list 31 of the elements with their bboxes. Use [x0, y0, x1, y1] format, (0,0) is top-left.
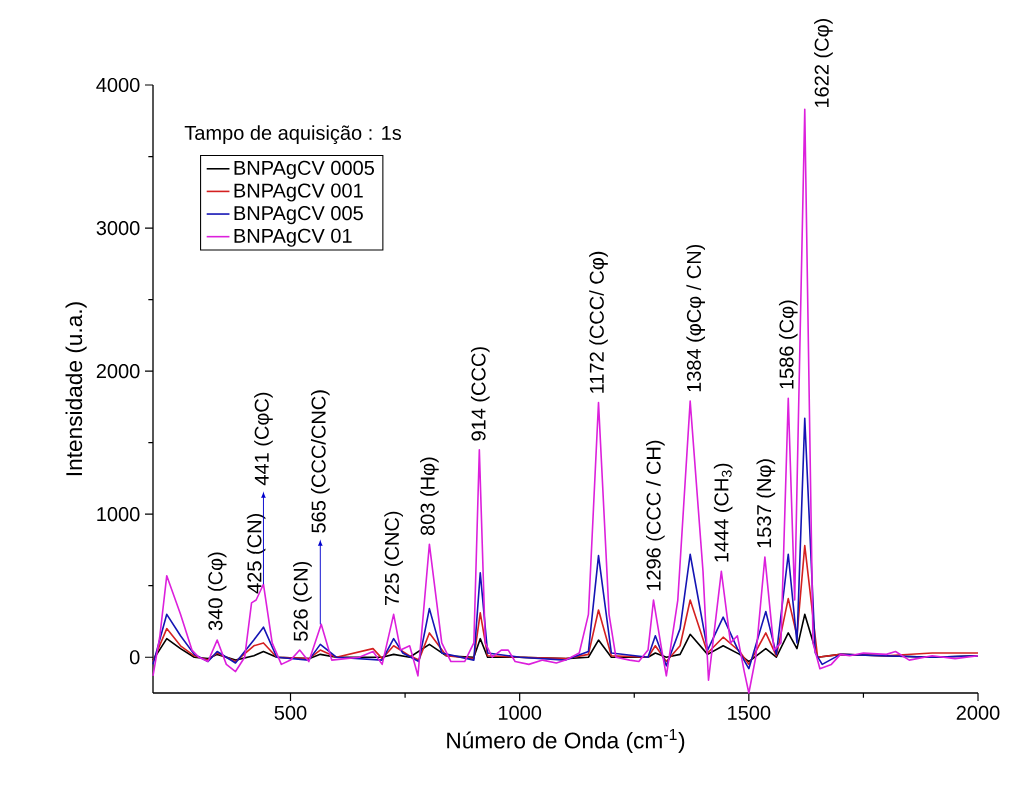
legend-label: BNPAgCV 001 [234, 183, 363, 202]
annotation: 565 (CCC/CNC) [310, 390, 330, 533]
annotation: 725 (CNC) [384, 511, 403, 606]
annotation: 1172 (CCC/ Cφ) [589, 251, 608, 393]
y-axis-title: Intensidade (u.a.) [65, 302, 87, 476]
annotation: 1296 (CCC / CH) [646, 440, 665, 591]
annotation: 1537 (Nφ) [756, 459, 776, 548]
x-tick-label: 2000 [956, 705, 1000, 720]
x-tick-label: 1500 [728, 705, 771, 720]
y-tick-label: 3000 [96, 220, 140, 236]
legend-label: BNPAgCV 005 [234, 206, 363, 225]
legend-label: BNPAgCV 0005 [234, 160, 374, 179]
x-tick-label: 1000 [498, 705, 542, 720]
annotation: 914 (CCC) [470, 347, 490, 441]
annotation: 1444 (CH$_{3}$) [713, 463, 733, 562]
annotation: 803 (Hφ) [420, 457, 439, 536]
annotation: 1622 (Cφ) [814, 19, 833, 108]
annotation: 441 (CφC) [254, 392, 273, 486]
annotation: 1586 (Cφ) [778, 300, 798, 389]
y-tick-label: 1000 [97, 507, 140, 522]
annotation: 425 (CN) [246, 514, 266, 594]
x-tick-label: 500 [274, 705, 307, 720]
annotation: 1384 (φCφ / CN) [686, 244, 705, 392]
legend-label: BNPAgCV 01 [234, 228, 352, 247]
y-tick-label: 4000 [96, 77, 140, 93]
annotation: 526 (CN) [293, 561, 312, 642]
y-tick-label: 0 [129, 650, 140, 665]
x-axis-title: Número de Onda (cm$^{-1}$) [447, 729, 685, 753]
y-tick-label: 2000 [96, 364, 140, 379]
legend-title: Tampo de aquisição : 1s [184, 125, 402, 144]
annotation: 340 (Cφ) [207, 552, 227, 631]
